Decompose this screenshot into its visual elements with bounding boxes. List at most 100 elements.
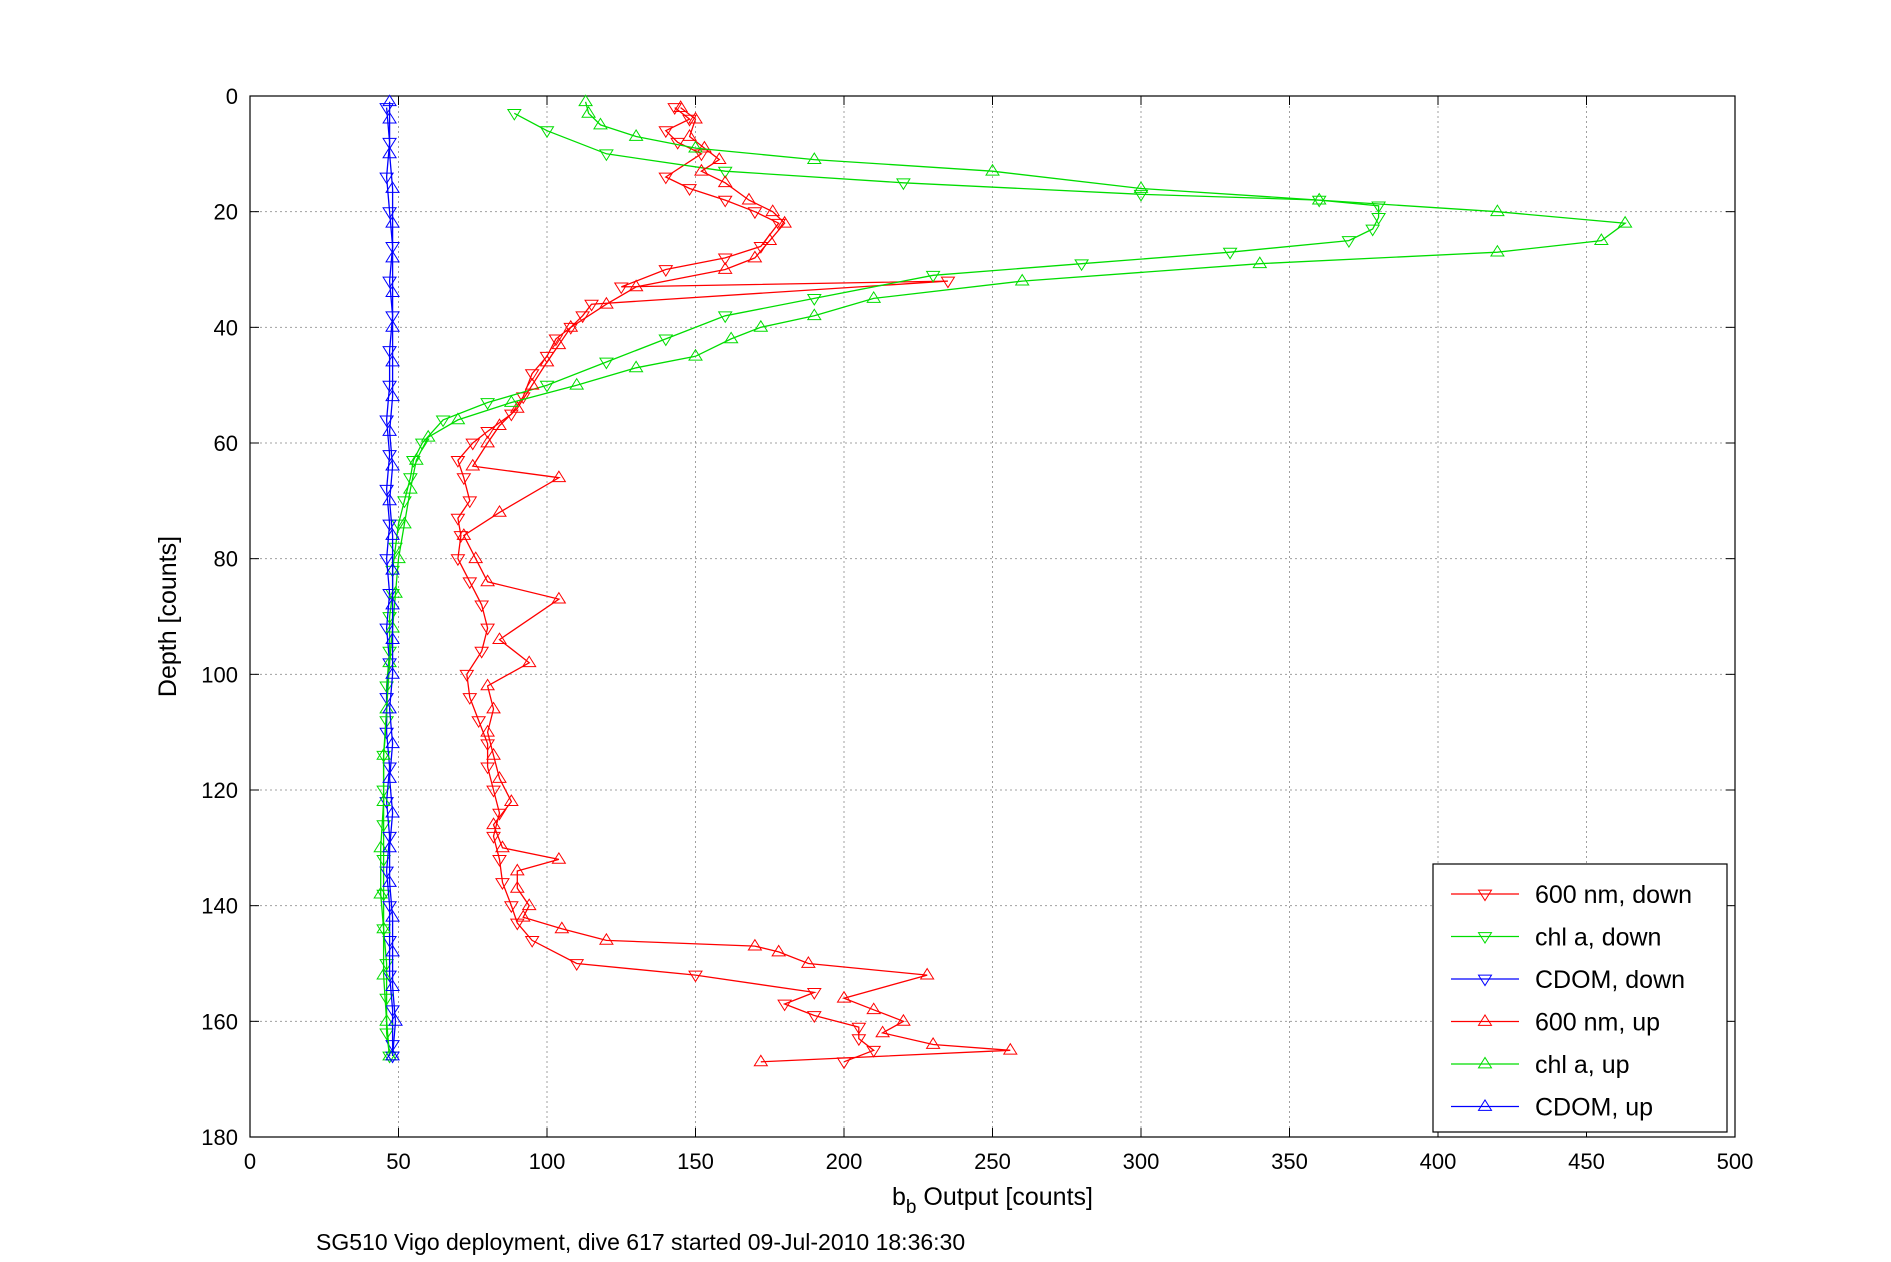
x-tick-label: 150 (677, 1149, 714, 1174)
data-point (379, 623, 395, 636)
data-point (382, 519, 397, 532)
y-tick-label: 100 (201, 662, 238, 687)
data-point (1002, 1042, 1018, 1055)
data-point (851, 1022, 867, 1035)
data-point (1133, 189, 1149, 202)
data-point (450, 554, 466, 567)
data-point (851, 1034, 867, 1047)
data-point (385, 181, 400, 193)
y-axis-title: Depth [counts] (154, 536, 182, 697)
data-point (480, 435, 496, 448)
data-point (569, 959, 585, 971)
data-point (658, 172, 674, 185)
data-point (388, 1013, 403, 1026)
data-point (1222, 247, 1238, 260)
data-point (584, 299, 599, 312)
axis-ticks: 0 50 100 150 200 250 300 350 400 450 500 0 20 40 60 80 1… (201, 84, 1753, 1174)
data-point (385, 597, 400, 610)
data-point (667, 103, 683, 116)
data-point (875, 1025, 891, 1038)
data-point (480, 623, 496, 636)
x-axis-title-rest: Output [counts] (916, 1183, 1093, 1211)
series-line (388, 101, 397, 1057)
data-point (524, 377, 540, 390)
x-tick-label: 200 (826, 1149, 863, 1174)
data-point (551, 337, 567, 350)
y-tick-label: 160 (201, 1009, 238, 1034)
data-point (521, 898, 537, 911)
y-tick-label: 0 (226, 84, 238, 109)
data-point (1371, 213, 1387, 225)
data-point (717, 175, 733, 188)
data-point (711, 152, 727, 165)
data-point (382, 901, 397, 914)
data-point (492, 770, 507, 783)
legend-item: CDOM, down (1451, 966, 1685, 994)
data-point (747, 250, 763, 263)
x-tick-label: 500 (1717, 1149, 1754, 1174)
x-tick-label: 450 (1568, 1149, 1605, 1174)
data-point (480, 762, 496, 775)
data-point (836, 990, 852, 1003)
data-point (462, 496, 478, 509)
data-point (480, 678, 496, 691)
data-point (688, 111, 703, 124)
data-point (658, 334, 674, 347)
data-point (598, 932, 614, 945)
legend-swatch-marker (1477, 932, 1493, 944)
data-point (628, 360, 644, 373)
data-point (385, 354, 400, 367)
data-point (673, 100, 689, 112)
data-point (765, 204, 781, 217)
data-point (382, 450, 397, 463)
data-point (385, 909, 400, 922)
data-point (414, 438, 430, 451)
data-point (503, 901, 519, 914)
data-point (806, 308, 822, 321)
data-point (471, 716, 487, 729)
data-point (509, 400, 525, 413)
data-point (385, 215, 400, 228)
data-point (376, 747, 392, 760)
data-point (420, 429, 436, 442)
data-point (895, 1013, 911, 1026)
legend-swatch-marker (1477, 889, 1493, 902)
data-point (1074, 259, 1090, 272)
series-line (385, 107, 394, 1056)
data-point (391, 551, 406, 564)
data-point (382, 831, 397, 844)
data-point (382, 111, 397, 124)
data-point (895, 178, 911, 191)
data-point (385, 805, 400, 818)
legend-item: CDOM, up (1451, 1094, 1653, 1122)
data-point (1365, 224, 1381, 237)
data-point (1341, 236, 1357, 249)
data-point (777, 215, 793, 228)
data-point (753, 319, 769, 332)
series-600-nm-up (456, 100, 1018, 1067)
series-line (382, 112, 1380, 1057)
data-point (379, 172, 395, 185)
data-point (480, 724, 496, 737)
data-point (919, 967, 935, 980)
data-point (682, 129, 697, 141)
data-point (480, 574, 496, 587)
data-point (1133, 181, 1149, 193)
data-point (806, 1011, 822, 1023)
data-point (741, 192, 757, 205)
data-point (717, 195, 733, 208)
data-point (385, 1005, 400, 1018)
series-cdom-up (382, 94, 403, 1061)
data-point (569, 377, 585, 390)
data-point (806, 152, 822, 165)
data-point (503, 395, 519, 407)
data-point (385, 528, 400, 540)
y-tick-label: 40 (214, 315, 238, 340)
data-point (509, 880, 525, 893)
data-point (925, 270, 941, 283)
data-point (382, 493, 397, 506)
data-point (385, 736, 400, 749)
data-point (382, 701, 397, 714)
data-point (376, 820, 392, 833)
data-point (402, 473, 418, 486)
